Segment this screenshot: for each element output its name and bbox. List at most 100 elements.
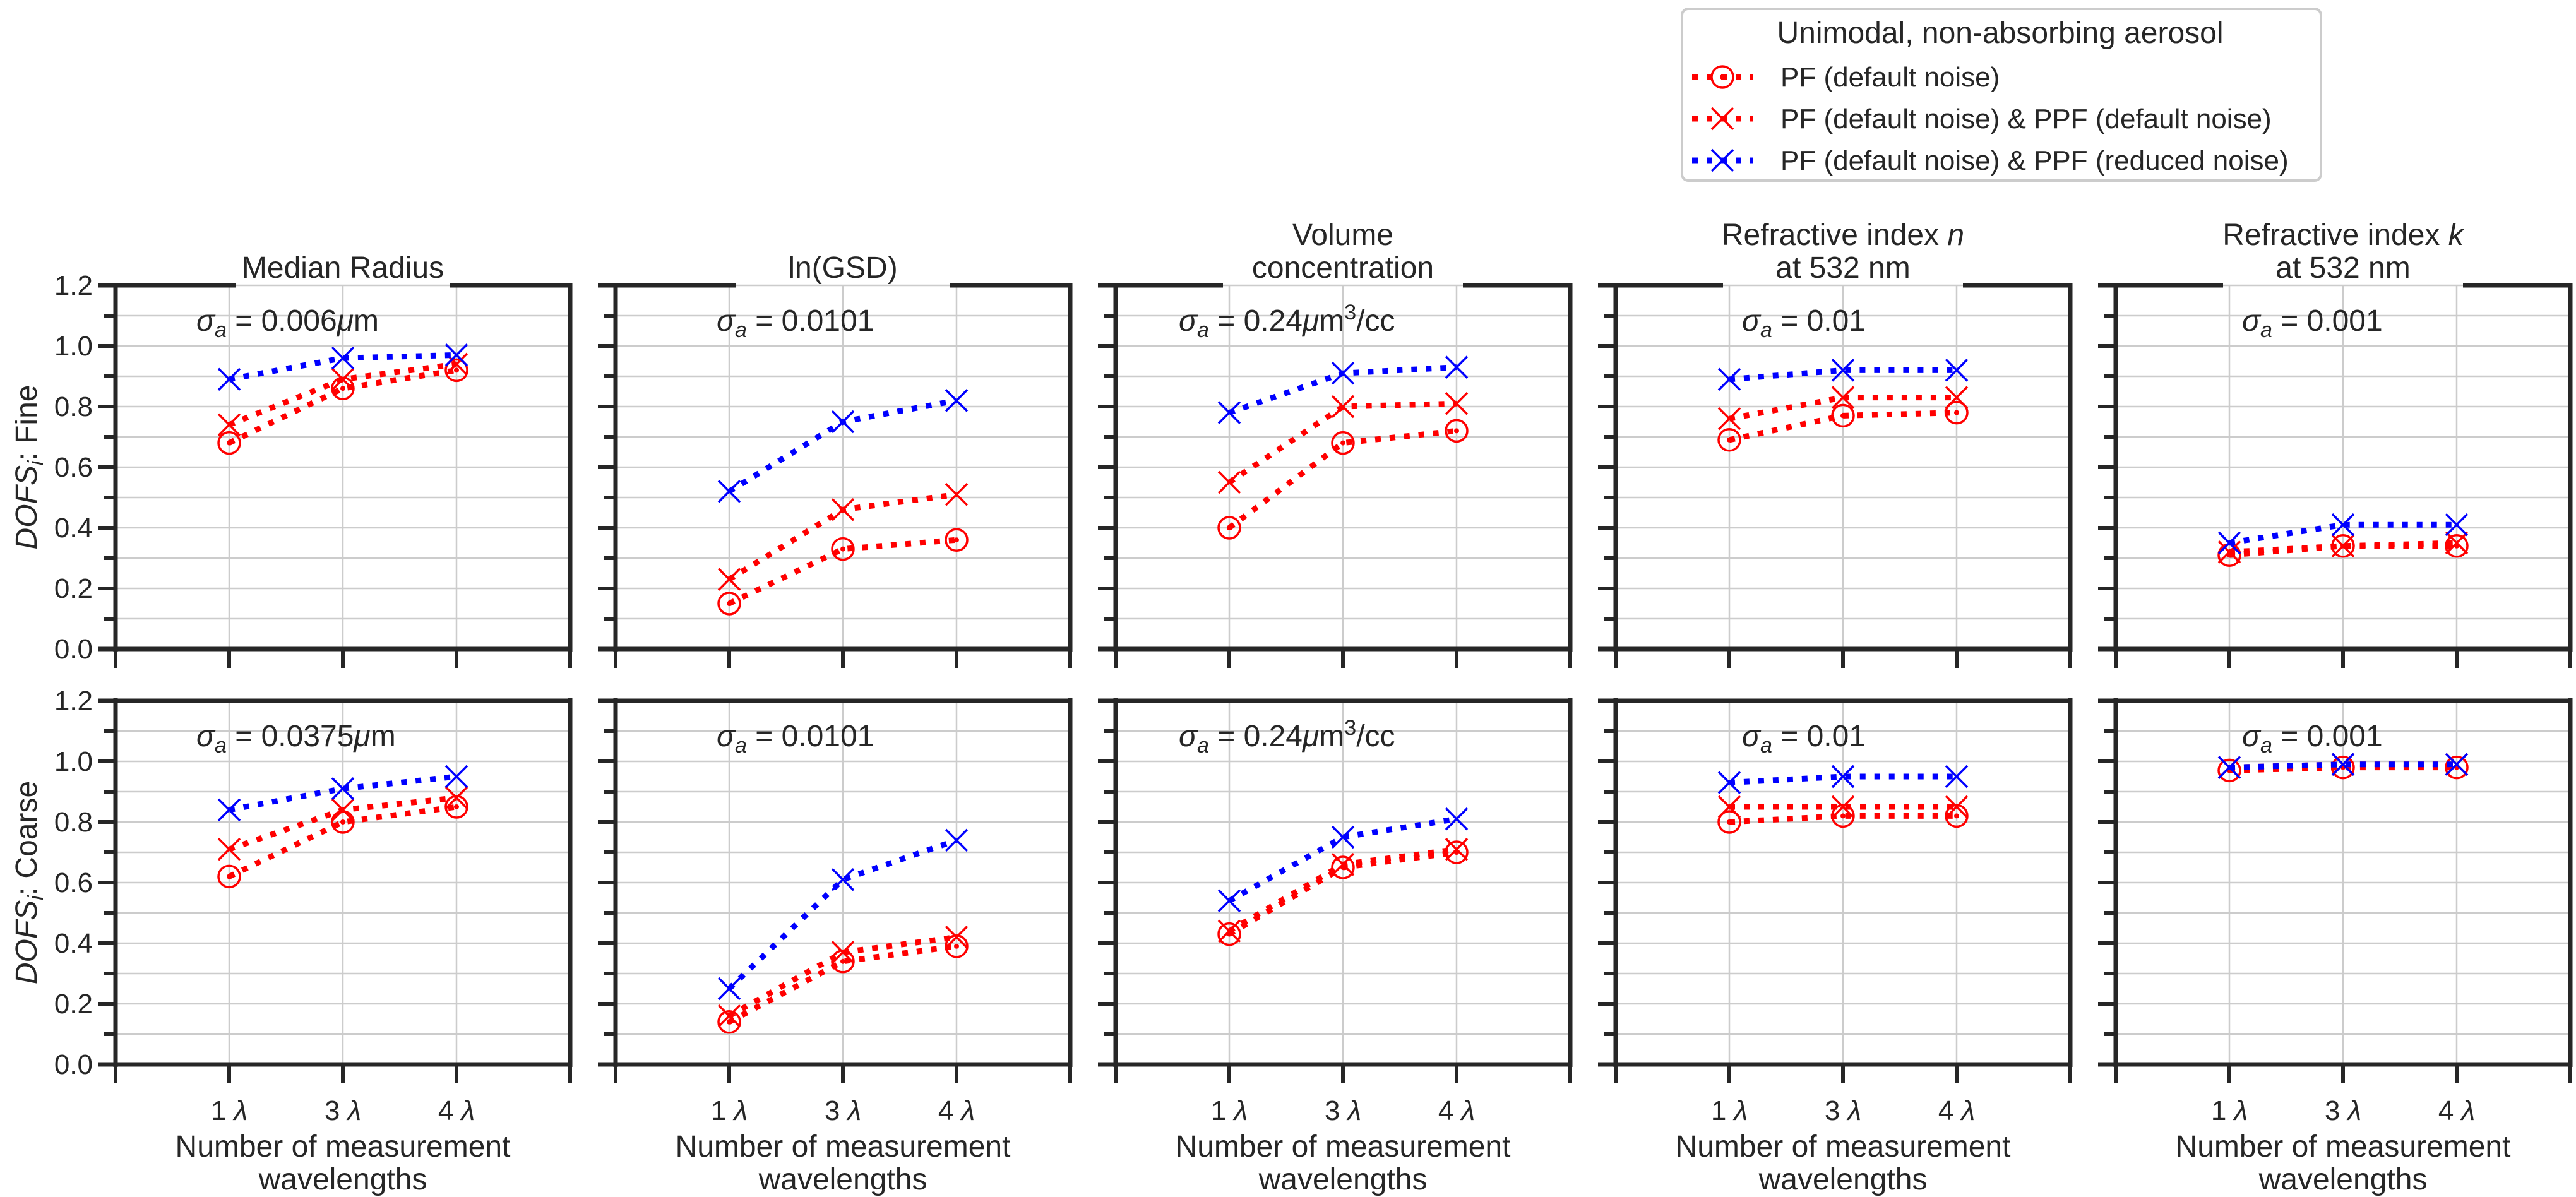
data-point-pf_ppf — [1331, 852, 1355, 876]
y-tick-label: 1.0 — [54, 746, 93, 777]
data-point-pf — [945, 528, 969, 552]
panel-title-italic: k — [2448, 218, 2466, 252]
data-point-center-pf — [227, 874, 232, 879]
data-point-pf_ppf_reduced — [2331, 753, 2355, 777]
data-point-pf_ppf — [1717, 407, 1741, 431]
sigma-subscript: a — [1197, 318, 1209, 342]
series-line-pf — [1227, 427, 1457, 530]
sigma-symbol: σ — [1179, 304, 1198, 338]
x-tick-number: 3 — [1825, 1095, 1848, 1126]
series-line-pf_ppf — [1729, 395, 1957, 422]
data-point-pf — [717, 1010, 741, 1034]
data-point-center-pf — [340, 819, 345, 825]
data-point-pf_ppf_reduced — [1831, 359, 1855, 382]
x-tick-lambda: λ — [960, 1095, 975, 1126]
legend-marker-center — [1720, 74, 1725, 80]
series-line-pf_ppf_reduced — [1729, 367, 1957, 383]
x-axis-label-line2: wavelengths — [258, 1163, 427, 1196]
data-point-pf_ppf_reduced — [2217, 531, 2241, 555]
y-tick-label: 0.4 — [54, 928, 93, 959]
series-line-pf_ppf_reduced — [1729, 773, 1957, 786]
data-point-pf — [1717, 428, 1741, 452]
sigma-annotation: σa = 0.01 — [1742, 720, 1866, 758]
sigma-subscript: a — [2260, 734, 2272, 758]
sigma-subscript: a — [1760, 734, 1772, 758]
sigma-subscript: a — [1197, 734, 1209, 758]
sigma-equals: = 0.01 — [1772, 720, 1866, 753]
y-tick-label: 0.2 — [54, 989, 93, 1020]
y-tick-label: 0.0 — [54, 634, 93, 665]
x-tick-lambda: λ — [733, 1095, 748, 1126]
data-point-pf_ppf — [945, 926, 969, 949]
data-point-center-pf — [1454, 428, 1459, 434]
legend-marker — [1710, 107, 1734, 131]
y-tick-label: 0.0 — [54, 1049, 93, 1080]
sigma-equals: = 0.24 — [1209, 304, 1303, 338]
panel-title: Median Radius — [242, 251, 444, 285]
y-tick-label: 0.6 — [54, 867, 93, 898]
data-point-pf — [1217, 922, 1241, 946]
data-point-pf — [945, 934, 969, 958]
x-tick-number: 1 — [2211, 1095, 2234, 1126]
data-point-pf_ppf — [717, 568, 741, 591]
x-axis-label-line1: Number of measurement — [1176, 1130, 1511, 1164]
series-line-pf_ppf_reduced — [229, 352, 457, 383]
ylabel-subscript: i — [24, 460, 48, 465]
data-point-pf_ppf — [2217, 540, 2241, 564]
data-point-pf — [2217, 758, 2241, 783]
legend: Unimodal, non-absorbing aerosol PF (defa… — [1681, 8, 2322, 182]
data-point-pf_ppf — [1445, 391, 1469, 415]
data-point-pf_ppf_reduced — [831, 867, 855, 891]
x-tick-label: 1 λ — [1711, 1095, 1748, 1126]
x-tick-label: 3 λ — [2325, 1095, 2361, 1126]
data-point-pf_ppf_reduced — [1717, 771, 1741, 794]
data-point-pf — [831, 537, 855, 561]
sigma-symbol: σ — [717, 720, 736, 753]
data-point-pf — [1217, 516, 1241, 540]
panel-title-line2: at 532 nm — [2275, 251, 2410, 285]
x-tick-lambda: λ — [347, 1095, 362, 1126]
data-point-pf_ppf_reduced — [217, 798, 241, 822]
sigma-annotation: σa = 0.001 — [2242, 304, 2383, 342]
x-tick-label: 1 λ — [2211, 1095, 2248, 1126]
sigma-unit-sup: 3 — [1344, 301, 1356, 325]
x-tick-lambda: λ — [847, 1095, 862, 1126]
x-axis-label-line1: Number of measurement — [176, 1130, 511, 1164]
x-tick-label: 4 λ — [1938, 1095, 1975, 1126]
data-point-pf — [2445, 534, 2469, 558]
x-tick-number: 4 — [2438, 1095, 2462, 1126]
data-point-pf — [1945, 400, 1969, 425]
sigma-unit-mu: μ — [1301, 720, 1319, 753]
sigma-equals: = 0.0101 — [747, 304, 874, 338]
data-point-pf_ppf_reduced — [1945, 359, 1969, 382]
x-tick-number: 3 — [1325, 1095, 1348, 1126]
x-tick-label: 3 λ — [325, 1095, 361, 1126]
data-point-pf_ppf_reduced — [2445, 753, 2469, 777]
sigma-equals: = 0.0101 — [747, 720, 874, 753]
sigma-unit-tail: /cc — [1356, 720, 1395, 753]
data-point-pf_ppf — [1945, 386, 1969, 409]
data-point-pf_ppf_reduced — [717, 480, 741, 503]
panel-fine-2: ln(GSD) σa = 0.0101 — [598, 251, 1073, 668]
data-point-pf_ppf — [1217, 470, 1241, 494]
y-tick-label: 0.6 — [54, 452, 93, 483]
data-point-pf — [444, 358, 468, 383]
legend-label: PF (default noise) — [1780, 62, 2000, 93]
sigma-subscript: a — [735, 318, 747, 342]
sigma-unit-mu: μ — [352, 720, 370, 753]
x-tick-lambda: λ — [460, 1095, 475, 1126]
sigma-annotation: σa = 0.24μm3/cc — [1179, 301, 1395, 342]
sigma-symbol: σ — [196, 720, 216, 753]
data-point-pf — [444, 795, 468, 819]
sigma-unit-rest: m — [354, 304, 379, 338]
data-point-pf — [1445, 419, 1469, 443]
y-tick-label: 1.2 — [54, 270, 93, 301]
panel-title: ln(GSD) — [788, 251, 897, 285]
sigma-equals: = 0.24 — [1209, 720, 1303, 753]
x-tick-lambda: λ — [2233, 1095, 2248, 1126]
data-point-pf_ppf — [831, 497, 855, 521]
sigma-equals: = 0.0375 — [227, 720, 354, 753]
